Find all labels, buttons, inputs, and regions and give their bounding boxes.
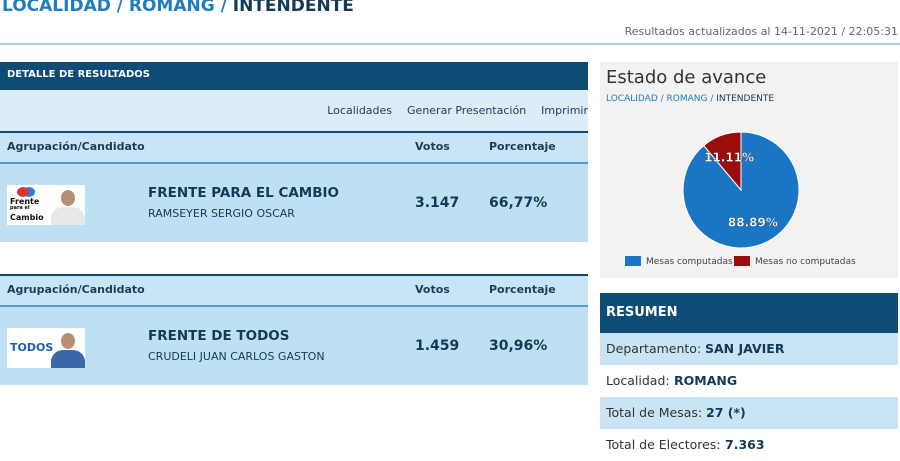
summary-label: Total de Electores: — [606, 437, 721, 452]
legend-swatch — [734, 256, 750, 266]
pie-chart: 88.89% 11.11% Mesas computadas Mesas no com… — [625, 131, 856, 267]
breadcrumb-current: INTENDENTE — [232, 0, 354, 16]
column-header: Votos — [415, 283, 450, 296]
votes: 1.459 — [415, 338, 460, 354]
progress-current: INTENDENTE — [716, 94, 775, 104]
photo-body — [51, 350, 85, 368]
logo-text: Frente — [10, 197, 40, 206]
logo-text: TODOS — [10, 341, 54, 354]
party: FRENTE PARA EL CAMBIO — [148, 185, 340, 201]
summary-label: Total de Mesas: — [606, 405, 703, 420]
column-header: Votos — [415, 140, 450, 153]
candidate: CRUDELI JUAN CARLOS GASTON — [148, 350, 325, 363]
column-header: Agrupación/Candidato — [7, 140, 145, 153]
summary-value: 27 (*) — [706, 405, 746, 420]
photo-head — [61, 190, 75, 206]
column-header: Porcentaje — [489, 283, 556, 296]
breadcrumb: LOCALIDAD / ROMANG / INTENDENTE — [2, 0, 354, 16]
logo: Frente para el Cambio — [7, 185, 85, 225]
updated: Resultados actualizados al 14-11-2021 / … — [624, 25, 898, 38]
summary-value: ROMANG — [674, 373, 738, 388]
percent: 66,77% — [489, 195, 548, 211]
summary-header — [600, 293, 898, 333]
header-rule — [0, 43, 900, 45]
header-row — [0, 131, 588, 162]
legend-label: Mesas computadas — [646, 257, 733, 267]
column-header: Porcentaje — [489, 140, 556, 153]
slice-label: 11.11% — [704, 150, 754, 164]
logo-text: Cambio — [10, 213, 44, 222]
party: FRENTE DE TODOS — [148, 328, 290, 344]
summary-title: RESUMEN — [606, 305, 678, 320]
summary-value: SAN JAVIER — [705, 341, 785, 356]
summary-label: Departamento: — [606, 341, 702, 356]
summary-row: Localidad: ROMANG — [600, 365, 898, 397]
photo-body — [51, 207, 85, 225]
column-header: Agrupación/Candidato — [7, 283, 145, 296]
legend-swatch — [625, 256, 641, 266]
summary-label: Localidad: — [606, 373, 670, 388]
links-bar — [0, 90, 588, 131]
header-row — [0, 274, 588, 305]
photo-head — [61, 333, 75, 349]
results-title: DETALLE DE RESULTADOS — [7, 69, 150, 80]
summary-value: 7.363 — [725, 437, 765, 452]
votes: 3.147 — [415, 195, 460, 211]
logo-text: para el — [10, 205, 30, 211]
candidate: RAMSEYER SERGIO OSCAR — [148, 207, 295, 220]
pie-slice — [703, 131, 742, 192]
candidate-row — [0, 307, 588, 385]
progress-path: LOCALIDAD / ROMANG / — [606, 94, 714, 104]
link[interactable]: Localidades — [327, 104, 393, 117]
progress-breadcrumb: LOCALIDAD / ROMANG / INTENDENTE — [606, 94, 774, 104]
legend-label: Mesas no computadas — [755, 257, 856, 267]
summary-row: Total de Electores: 7.363 — [600, 429, 898, 461]
summary-row: Departamento: SAN JAVIER — [600, 333, 898, 365]
links: Localidades Generar Presentación Imprimir — [312, 104, 588, 117]
link[interactable]: Imprimir — [541, 104, 588, 117]
progress-title: Estado de avance — [606, 67, 767, 88]
percent: 30,96% — [489, 338, 548, 354]
breadcrumb-path[interactable]: LOCALIDAD / ROMANG / — [2, 0, 227, 16]
logo-mark — [17, 187, 29, 197]
results-header — [0, 62, 588, 90]
row-rule — [0, 162, 588, 164]
slice-label: 88.89% — [728, 216, 778, 230]
row-rule — [0, 305, 588, 307]
link[interactable]: Generar Presentación — [407, 104, 527, 117]
candidate-row — [0, 164, 588, 242]
summary-row: Total de Mesas: 27 (*) — [600, 397, 898, 429]
logo: TODOS — [7, 328, 85, 368]
